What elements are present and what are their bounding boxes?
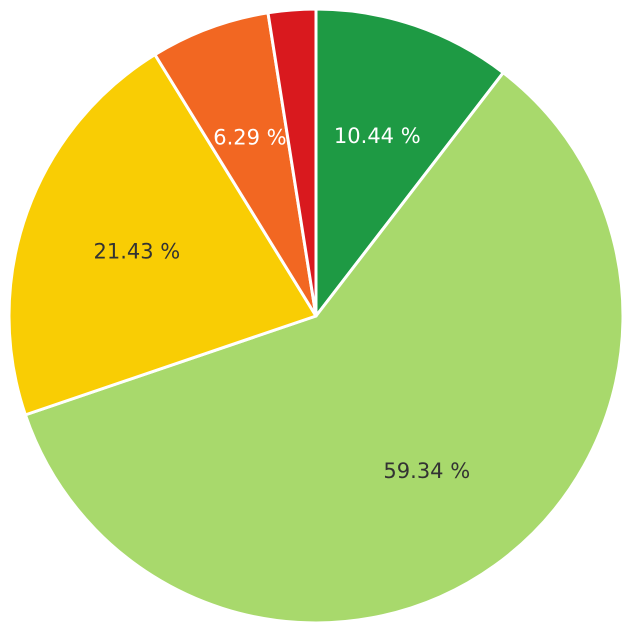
pie-data-label-3: 6.29 % (213, 126, 286, 150)
pie-slice-1 (23, 71, 625, 625)
pie-slice-2 (7, 53, 318, 417)
pie-slices (7, 7, 625, 625)
pie-data-labels: 10.44 % 59.34 % 21.43 % 6.29 % (94, 124, 471, 483)
pie-slice-0 (314, 7, 505, 318)
pie-slice-3 (153, 11, 318, 318)
pie-slice-4 (266, 7, 318, 318)
pie-data-label-2: 21.43 % (94, 240, 181, 264)
pie-data-label-0: 10.44 % (334, 124, 421, 148)
pie-data-label-1: 59.34 % (383, 459, 470, 483)
